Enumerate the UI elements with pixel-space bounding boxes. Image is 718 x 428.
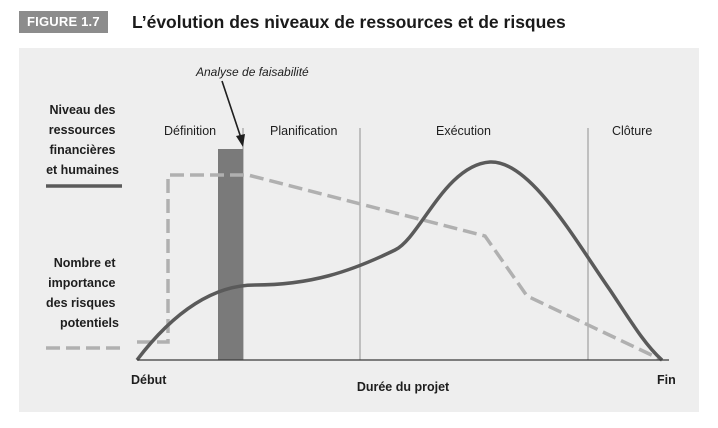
resources-label: Niveau des ressources financières et hum… <box>46 103 119 177</box>
risks-label-line-4: potentiels <box>60 316 119 330</box>
resources-label-line-1: Niveau des <box>50 103 116 117</box>
figure-title: L’évolution des niveaux de ressources et… <box>132 12 566 32</box>
annotation-arrow <box>221 80 242 139</box>
risk-curve <box>137 173 663 362</box>
resources-label-line-2: ressources <box>49 123 116 137</box>
phase-label-cloture: Clôture <box>612 124 652 138</box>
risks-label-line-1: Nombre et <box>54 256 117 270</box>
x-axis-end-label: Fin <box>657 373 676 387</box>
resource-curve <box>135 160 664 362</box>
risks-label-line-3: des risques <box>46 296 116 310</box>
annotation-label: Analyse de faisabilité <box>195 65 309 79</box>
phase-label-definition: Définition <box>164 124 216 138</box>
figure-badge: FIGURE 1.7 <box>19 11 108 33</box>
x-axis-title: Durée du projet <box>357 380 450 394</box>
feasibility-bar <box>218 149 243 360</box>
risks-label-line-2: importance <box>48 276 115 290</box>
phase-label-planification: Planification <box>270 124 337 138</box>
x-axis-start-label: Début <box>131 373 167 387</box>
diagram-panel <box>19 48 699 412</box>
phase-label-execution: Exécution <box>436 124 491 138</box>
resources-label-line-4: et humaines <box>46 163 119 177</box>
annotation-arrowhead <box>236 134 245 147</box>
risks-label: Nombre et importance des risques potenti… <box>46 256 119 330</box>
resources-label-line-3: financières <box>50 143 116 157</box>
